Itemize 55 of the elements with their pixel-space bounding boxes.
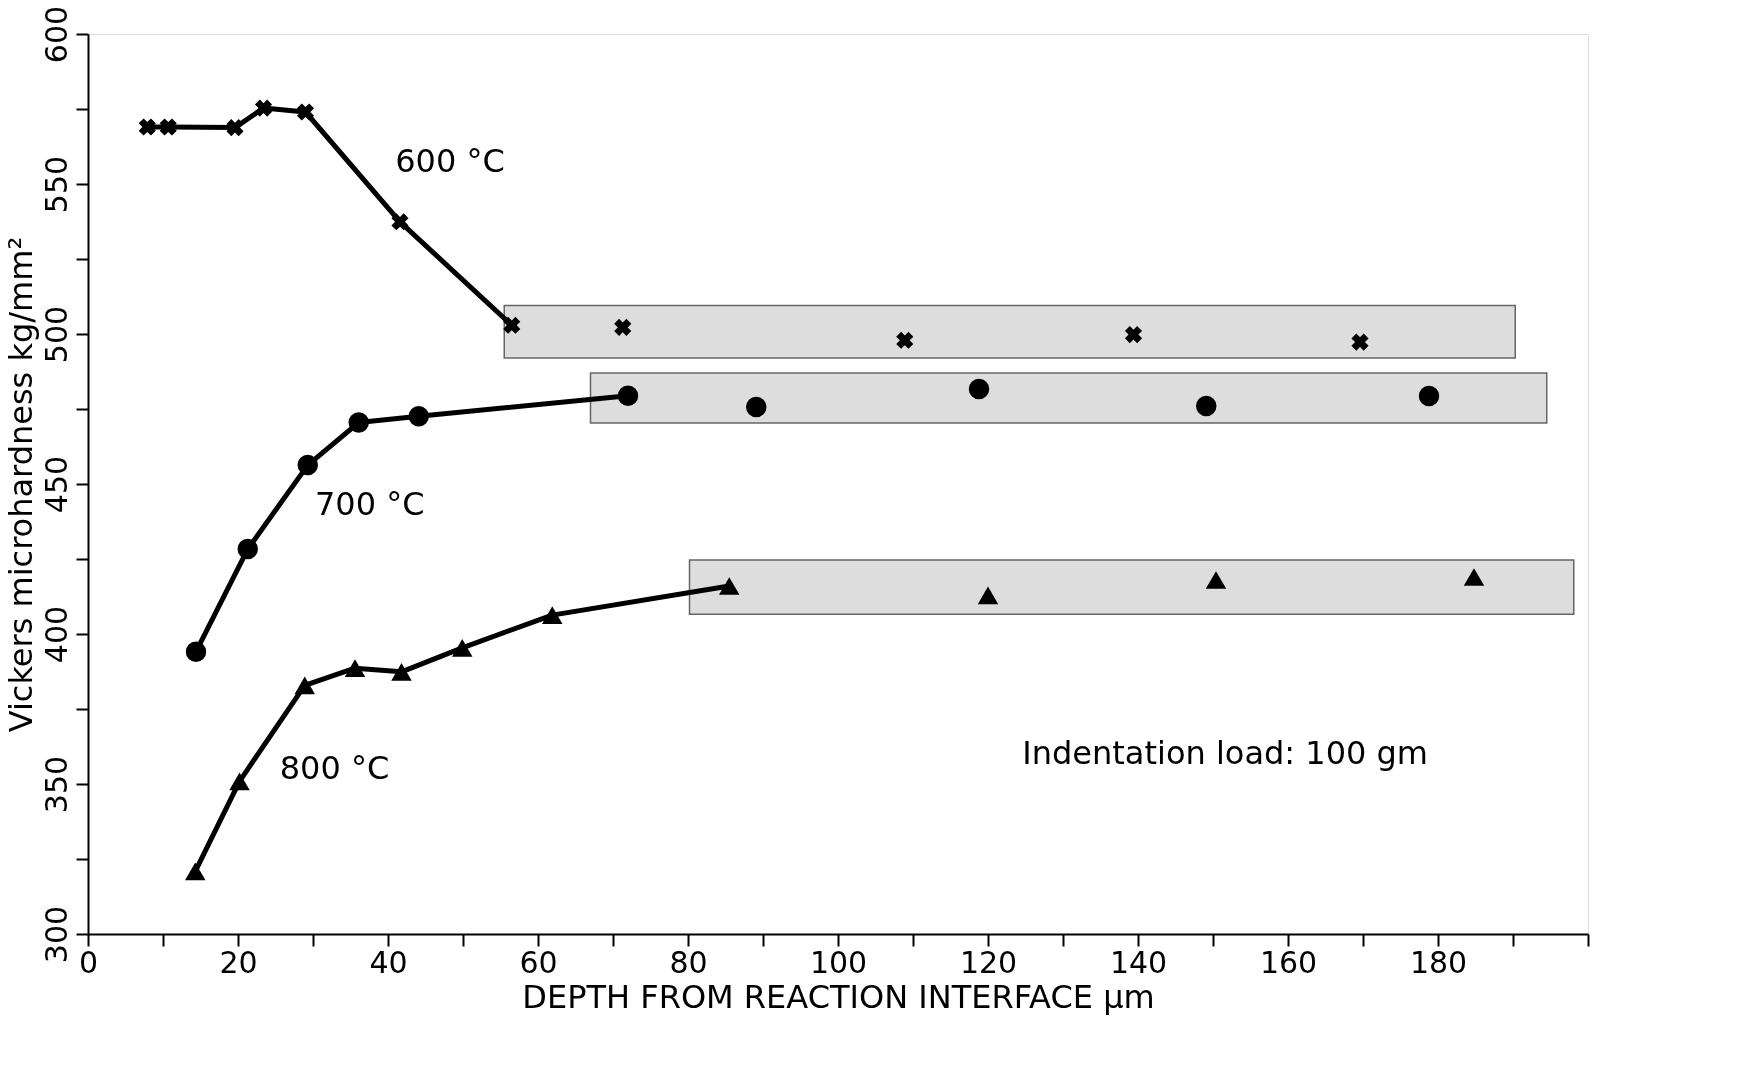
series-label: 800 °C <box>279 749 390 788</box>
annotation: Indentation load: 100 gm <box>1022 734 1428 772</box>
point <box>159 118 177 136</box>
x-tick-label: 0 <box>78 944 99 980</box>
y-tick-label: 300 <box>38 905 74 964</box>
point <box>1463 568 1485 586</box>
point <box>185 641 207 662</box>
point <box>1418 385 1440 407</box>
y-tick-label: 500 <box>38 305 74 364</box>
point <box>254 99 273 117</box>
point <box>344 659 366 678</box>
point <box>391 213 409 231</box>
series-label: 600 °C <box>395 141 505 180</box>
point <box>542 606 563 624</box>
point <box>229 772 250 791</box>
point <box>1196 395 1217 417</box>
x-tick-label: 120 <box>959 944 1018 980</box>
point <box>185 862 206 881</box>
x-tick-label: 160 <box>1259 944 1318 980</box>
point <box>617 385 639 407</box>
point <box>977 586 999 605</box>
y-tick-label: 550 <box>38 155 74 214</box>
y-axis-title: Vickers microhardness kg/mm² <box>1 236 40 733</box>
series-label: 700 °C <box>314 485 425 524</box>
point <box>896 331 914 349</box>
y-tick-label: 600 <box>38 5 74 64</box>
point <box>294 676 315 695</box>
point <box>1205 571 1227 589</box>
point <box>226 119 244 137</box>
point <box>719 577 740 595</box>
y-tick-label: 350 <box>38 755 74 814</box>
x-tick-label: 80 <box>669 944 708 980</box>
point <box>1124 326 1143 344</box>
x-axis-title: DEPTH FROM REACTION INTERFACE μm <box>522 977 1155 1016</box>
point <box>1351 333 1369 351</box>
x-tick-label: 60 <box>519 944 558 980</box>
point <box>968 378 990 400</box>
y-tick-label: 400 <box>38 605 74 664</box>
point <box>296 103 315 121</box>
point <box>297 454 318 476</box>
y-tick-label: 450 <box>38 455 74 514</box>
point <box>746 396 767 418</box>
x-tick-label: 40 <box>369 944 408 980</box>
point <box>408 405 429 427</box>
point <box>138 118 156 136</box>
point <box>503 316 521 334</box>
x-tick-label: 180 <box>1409 944 1468 980</box>
x-tick-label: 100 <box>809 944 868 980</box>
point <box>452 638 473 657</box>
point <box>348 412 369 433</box>
point <box>614 318 632 336</box>
x-tick-label: 140 <box>1109 944 1168 980</box>
x-tick-label: 20 <box>219 944 258 980</box>
point <box>237 538 258 560</box>
point <box>391 662 412 681</box>
